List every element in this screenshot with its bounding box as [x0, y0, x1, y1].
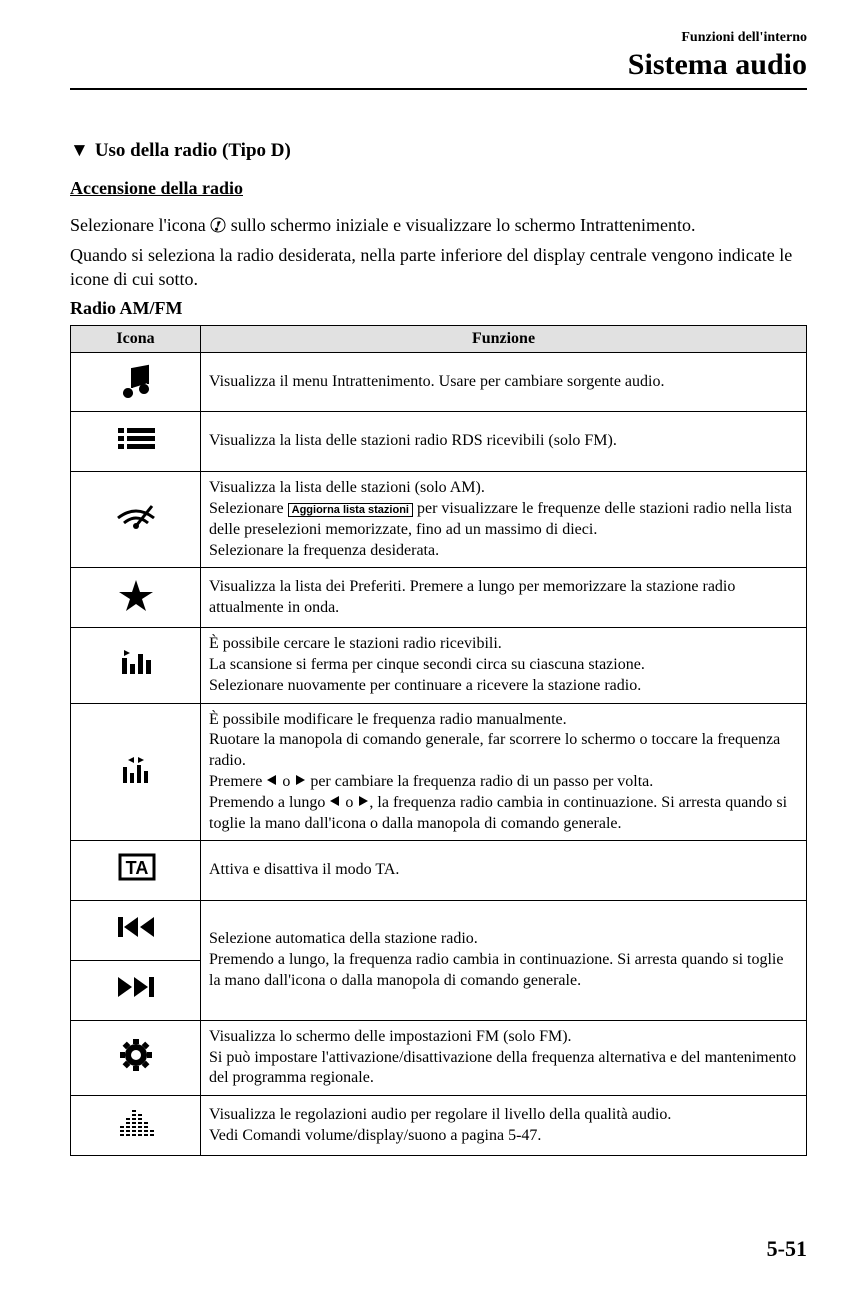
icon-cell: [71, 628, 201, 703]
function-cell: Visualizza la lista dei Preferiti. Preme…: [201, 568, 807, 628]
function-cell: È possibile modificare le frequenza radi…: [201, 703, 807, 841]
right-triangle-icon: [357, 794, 369, 811]
icon-cell: [71, 568, 201, 628]
icon-cell: [71, 960, 201, 1020]
table-row: Visualizza il menu Intrattenimento. Usar…: [71, 352, 807, 412]
function-cell: È possibile cercare le stazioni radio ri…: [201, 628, 807, 703]
section-title: ▼ Uso della radio (Tipo D): [70, 140, 807, 162]
table-row: È possibile cercare le stazioni radio ri…: [71, 628, 807, 703]
icon-function-table: Icona Funzione Visualizza il menu Intrat…: [70, 325, 807, 1156]
svg-text:TA: TA: [125, 858, 148, 878]
section-subtitle: Accensione della radio: [70, 178, 807, 199]
header-category: Funzioni dell'interno: [70, 30, 807, 46]
star-icon: [108, 601, 164, 618]
icon-cell: TA: [71, 841, 201, 901]
left-triangle-icon: [266, 773, 278, 790]
column-function: Funzione: [201, 325, 807, 352]
column-icon: Icona: [71, 325, 201, 352]
function-cell: Attiva e disattiva il modo TA.: [201, 841, 807, 901]
icon-cell: [71, 352, 201, 412]
paragraph-1: Selezionare l'icona sullo schermo inizia…: [70, 213, 807, 239]
scan-icon: [108, 669, 164, 686]
table-row: È possibile modificare le frequenza radi…: [71, 703, 807, 841]
update-station-list-button: Aggiorna lista stazioni: [288, 503, 413, 517]
icon-cell: [71, 901, 201, 961]
ta-icon: TA: [108, 874, 164, 891]
page-header: Funzioni dell'interno Sistema audio: [70, 30, 807, 90]
table-row: TA Attiva e disattiva il modo TA.: [71, 841, 807, 901]
function-cell: Visualizza il menu Intrattenimento. Usar…: [201, 352, 807, 412]
gear-icon: [108, 1062, 164, 1079]
skip-back-icon: [108, 934, 164, 951]
table-row: Selezione automatica della stazione radi…: [71, 901, 807, 961]
icon-cell: [71, 703, 201, 841]
table-row: Visualizza la lista delle stazioni radio…: [71, 412, 807, 472]
manual-tune-icon: [108, 776, 164, 793]
function-cell: Visualizza le regolazioni audio per rego…: [201, 1096, 807, 1156]
icon-cell: [71, 472, 201, 568]
equalizer-icon: [108, 1129, 164, 1146]
radio-heading: Radio AM/FM: [70, 298, 807, 319]
skip-forward-icon: [108, 994, 164, 1011]
left-triangle-icon: [329, 794, 341, 811]
paragraph-2: Quando si seleziona la radio desiderata,…: [70, 243, 807, 292]
page-number: 5-51: [70, 1236, 807, 1262]
icon-cell: [71, 1020, 201, 1095]
icon-cell: [71, 412, 201, 472]
list-icon: [108, 445, 164, 462]
function-cell: Visualizza lo schermo delle impostazioni…: [201, 1020, 807, 1095]
function-cell: Selezione automatica della stazione radi…: [201, 901, 807, 1021]
section-title-text: Uso della radio (Tipo D): [95, 140, 291, 161]
radio-signal-icon: [108, 523, 164, 540]
right-triangle-icon: [294, 773, 306, 790]
down-triangle-icon: ▼: [70, 140, 89, 162]
header-title: Sistema audio: [70, 48, 807, 82]
music-note-circle-icon: [210, 215, 226, 239]
icon-cell: [71, 1096, 201, 1156]
music-note-icon: [108, 386, 164, 403]
table-row: Visualizza lo schermo delle impostazioni…: [71, 1020, 807, 1095]
function-cell: Visualizza la lista delle stazioni radio…: [201, 412, 807, 472]
page: Funzioni dell'interno Sistema audio ▼ Uso…: [0, 0, 847, 1302]
table-row: Visualizza la lista delle stazioni (solo…: [71, 472, 807, 568]
table-row: Visualizza le regolazioni audio per rego…: [71, 1096, 807, 1156]
table-row: Visualizza la lista dei Preferiti. Preme…: [71, 568, 807, 628]
function-cell: Visualizza la lista delle stazioni (solo…: [201, 472, 807, 568]
